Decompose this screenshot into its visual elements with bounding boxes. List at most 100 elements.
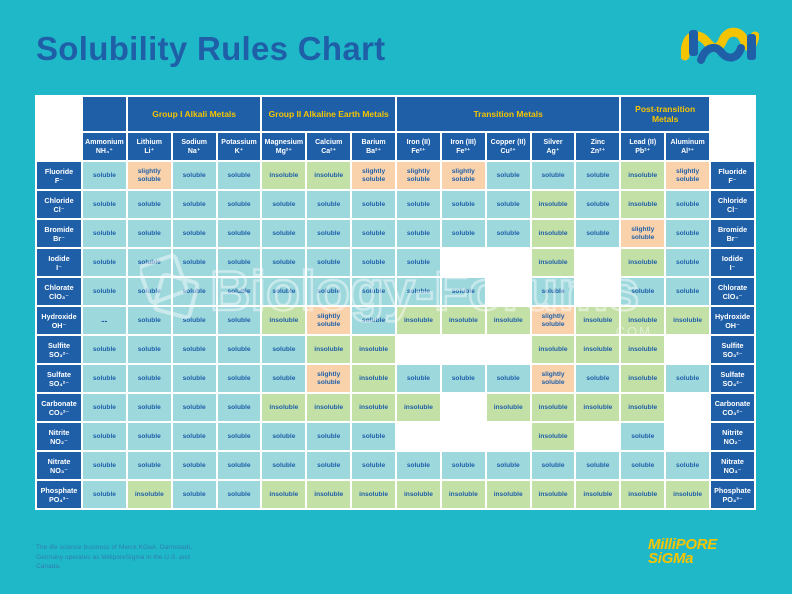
solubility-cell: slightly soluble — [531, 365, 575, 392]
solubility-cell: insoluble — [486, 307, 530, 334]
solubility-cell: soluble — [441, 220, 485, 247]
anion-name: Iodide — [721, 253, 744, 263]
anion-formula: ClO₃⁻ — [49, 291, 69, 301]
solubility-cell: slightly soluble — [531, 307, 575, 334]
anion-name: Nitrate — [721, 456, 744, 466]
solubility-cell: insoluble — [531, 394, 575, 421]
solubility-cell: soluble — [531, 162, 575, 189]
row-header-left: Nitrate NO₃⁻ — [37, 452, 81, 479]
row-header-left: Carbonate CO₃²⁻ — [37, 394, 81, 421]
row-header-left: Sulfite SO₃²⁻ — [37, 336, 81, 363]
solubility-cell — [486, 249, 530, 276]
table-row: Phosphate PO₄³⁻ soluble insoluble soluble sol… — [37, 481, 754, 508]
anion-name: Hydroxide — [41, 311, 77, 321]
solubility-cell: soluble — [397, 220, 440, 247]
solubility-cell: soluble — [217, 278, 261, 305]
solubility-cell: insoluble — [576, 481, 620, 508]
group-header: Group II Alkaline Earth Metals — [262, 97, 396, 131]
solubility-cell: insoluble — [441, 307, 485, 334]
solubility-cell: soluble — [531, 452, 575, 479]
solubility-cell: insoluble — [621, 336, 665, 363]
row-header-left: Sulfate SO₄²⁻ — [37, 365, 81, 392]
row-header-right: Iodide I⁻ — [711, 249, 754, 276]
column-header: Copper (II) Cu²⁺ — [486, 133, 530, 160]
solubility-cell: soluble — [397, 365, 440, 392]
anion-name: Phosphate — [714, 485, 751, 495]
solubility-cell: soluble — [83, 481, 126, 508]
table-corner-right — [711, 97, 754, 160]
solubility-cell: soluble — [172, 394, 216, 421]
column-header: Iron (II) Fe²⁺ — [397, 133, 440, 160]
cation-name: Copper (II) — [490, 138, 526, 146]
solubility-cell: soluble — [307, 452, 351, 479]
anion-formula: F⁻ — [54, 175, 64, 185]
row-header-right: Carbonate CO₃²⁻ — [711, 394, 754, 421]
solubility-cell: insoluble — [576, 394, 620, 421]
solubility-cell: insoluble — [397, 307, 440, 334]
anion-formula: NO₃⁻ — [723, 465, 742, 475]
anion-name: Chlorate — [717, 282, 748, 292]
solubility-cell: soluble — [307, 278, 351, 305]
anion-formula: Cl⁻ — [53, 204, 65, 214]
solubility-cell: soluble — [441, 191, 485, 218]
solubility-cell: insoluble — [352, 365, 396, 392]
anion-name: Fluoride — [718, 166, 747, 176]
solubility-cell: soluble — [666, 220, 710, 247]
anion-formula: PO₄³⁻ — [722, 494, 743, 504]
solubility-cell: insoluble — [307, 162, 351, 189]
solubility-cell: soluble — [352, 249, 396, 276]
solubility-cell: soluble — [666, 249, 710, 276]
table-row: Carbonate CO₃²⁻ soluble soluble soluble solub… — [37, 394, 754, 421]
solubility-cell: insoluble — [307, 336, 351, 363]
solubility-cell: insoluble — [441, 481, 485, 508]
solubility-cell: soluble — [576, 191, 620, 218]
solubility-cell: soluble — [83, 249, 126, 276]
solubility-cell: soluble — [83, 220, 126, 247]
cation-name: Sodium — [181, 138, 207, 146]
column-header: Lead (II) Pb²⁺ — [621, 133, 665, 160]
solubility-cell: soluble — [666, 191, 710, 218]
solubility-cell: soluble — [172, 307, 216, 334]
cation-formula: Fe²⁺ — [411, 147, 426, 155]
row-header-right: Sulfate SO₄²⁻ — [711, 365, 754, 392]
solubility-cell: soluble — [262, 191, 306, 218]
row-header-left: Fluoride F⁻ — [37, 162, 81, 189]
cation-name: Barium — [361, 138, 386, 146]
solubility-cell: insoluble — [621, 191, 665, 218]
solubility-cell: insoluble — [621, 249, 665, 276]
anion-formula: ClO₃⁻ — [722, 291, 743, 301]
cation-name: Lead (II) — [629, 138, 657, 146]
solubility-cell: soluble — [217, 162, 261, 189]
anion-formula: SO₃²⁻ — [722, 349, 743, 359]
cation-formula: Al³⁺ — [681, 147, 695, 155]
solubility-cell: soluble — [576, 452, 620, 479]
row-header-right: Fluoride F⁻ — [711, 162, 754, 189]
row-header-right: Sulfite SO₃²⁻ — [711, 336, 754, 363]
solubility-cell: soluble — [172, 191, 216, 218]
solubility-cell: soluble — [262, 220, 306, 247]
solubility-cell: insoluble — [531, 249, 575, 276]
cation-formula: Li⁺ — [144, 147, 155, 155]
table-row: Sulfate SO₄²⁻ soluble soluble soluble soluble… — [37, 365, 754, 392]
anion-formula: I⁻ — [729, 262, 736, 272]
table-row: Sulfite SO₃²⁻ soluble soluble soluble soluble… — [37, 336, 754, 363]
table-row: Bromide Br⁻ soluble soluble soluble soluble so… — [37, 220, 754, 247]
anion-formula: OH⁻ — [725, 320, 740, 330]
group-header — [83, 97, 126, 131]
anion-name: Chlorate — [44, 282, 74, 292]
column-header: Zinc Zn²⁺ — [576, 133, 620, 160]
solubility-cell: soluble — [172, 162, 216, 189]
column-header: Iron (III) Fe³⁺ — [441, 133, 485, 160]
row-header-left: Phosphate PO₄³⁻ — [37, 481, 81, 508]
solubility-cell: soluble — [83, 278, 126, 305]
solubility-cell: slightly soluble — [352, 162, 396, 189]
solubility-cell: soluble — [397, 249, 440, 276]
cation-name: Lithium — [136, 138, 162, 146]
solubility-cell: insoluble — [531, 191, 575, 218]
anion-name: Iodide — [48, 253, 70, 263]
anion-formula: SO₄²⁻ — [49, 378, 69, 388]
solubility-cell: insoluble — [531, 220, 575, 247]
anion-formula: SO₄²⁻ — [722, 378, 743, 388]
solubility-cell: soluble — [127, 336, 171, 363]
solubility-cell — [666, 423, 710, 450]
